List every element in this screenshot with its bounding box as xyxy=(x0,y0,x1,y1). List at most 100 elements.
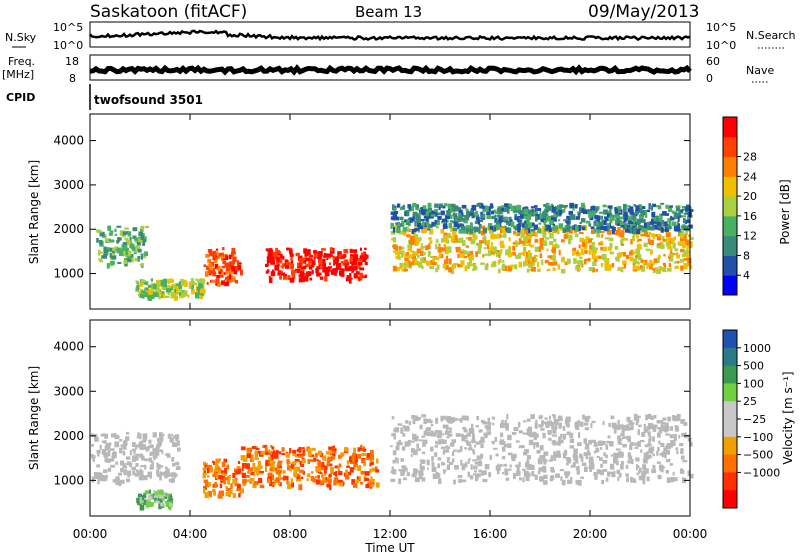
scatter-cell-0 xyxy=(173,478,176,483)
scatter-cell-4 xyxy=(489,454,492,460)
scatter-cell-4 xyxy=(604,268,608,271)
scatter-cell-4 xyxy=(657,257,660,263)
scatter-cell-5 xyxy=(532,222,535,227)
scatter-cell-0 xyxy=(122,235,126,238)
scatter-cell-5 xyxy=(623,203,627,210)
colorbar-tick-label: 100 xyxy=(743,377,764,390)
scatter-cell-3 xyxy=(340,261,344,264)
scatter-cell-0 xyxy=(108,232,113,236)
scatter-cell-4 xyxy=(435,243,438,250)
scatter-cell-4 xyxy=(509,247,512,254)
scatter-cell-4 xyxy=(618,232,622,237)
scatter-cell-5 xyxy=(635,205,640,212)
scatter-cell-3 xyxy=(327,478,332,484)
scatter-cell-5 xyxy=(566,215,572,221)
scatter-cell-4 xyxy=(620,268,624,273)
scatter-cell-3 xyxy=(318,272,322,276)
scatter-cell-3 xyxy=(350,256,353,262)
scatter-cell-5 xyxy=(448,210,451,216)
scatter-cell-4 xyxy=(441,439,447,444)
scatter-cell-4 xyxy=(449,417,455,423)
scatter-cell-4 xyxy=(560,418,563,421)
scatter-cell-3 xyxy=(249,454,254,461)
scatter-cell-4 xyxy=(600,463,604,468)
scatter-cell-3 xyxy=(343,260,346,264)
scatter-cell-4 xyxy=(622,260,627,265)
scatter-cell-3 xyxy=(264,444,268,449)
colorbar-swatch xyxy=(723,255,737,276)
scatter-cell-0 xyxy=(91,443,94,447)
scatter-cell-0 xyxy=(103,234,107,237)
scatter-cell-5 xyxy=(640,212,644,218)
scatter-cell-4 xyxy=(401,250,405,255)
scatter-cell-2 xyxy=(215,248,219,251)
scatter-cell-4 xyxy=(458,418,462,421)
scatter-cell-4 xyxy=(484,240,490,245)
scatter-cell-0 xyxy=(97,452,100,457)
scatter-cell-5 xyxy=(471,215,475,219)
scatter-cell-5 xyxy=(597,225,600,229)
freq-frame xyxy=(89,54,691,81)
scatter-cell-4 xyxy=(659,453,664,456)
scatter-cell-0 xyxy=(176,466,181,469)
scatter-cell-5 xyxy=(629,216,633,221)
scatter-cell-3 xyxy=(249,481,252,484)
scatter-cell-4 xyxy=(500,432,504,438)
scatter-cell-4 xyxy=(498,268,501,274)
scatter-cell-4 xyxy=(464,439,469,443)
scatter-cell-0 xyxy=(137,256,140,262)
scatter-cell-4 xyxy=(546,268,551,271)
scatter-cell-5 xyxy=(429,224,433,229)
scatter-cell-5 xyxy=(562,227,566,234)
scatter-cell-3 xyxy=(354,254,359,261)
scatter-cell-5 xyxy=(508,216,512,222)
scatter-cell-4 xyxy=(408,263,412,267)
scatter-cell-5 xyxy=(682,208,685,211)
scatter-cell-4 xyxy=(601,234,604,238)
scatter-cell-2 xyxy=(205,253,210,258)
scatter-cell-4 xyxy=(657,234,662,237)
scatter-cell-4 xyxy=(394,250,400,256)
scatter-cell-4 xyxy=(422,251,426,256)
xtick-label: 12:00 xyxy=(373,527,408,541)
scatter-cell-2 xyxy=(226,264,230,267)
scatter-cell-3 xyxy=(358,264,361,269)
scatter-cell-5 xyxy=(668,206,673,213)
scatter-cell-4 xyxy=(435,472,439,477)
scatter-cell-1 xyxy=(143,280,148,283)
scatter-cell-5 xyxy=(684,206,690,212)
scatter-cell-4 xyxy=(433,432,437,437)
scatter-cell-0 xyxy=(92,458,95,462)
scatter-cell-1 xyxy=(197,279,202,283)
scatter-cell-5 xyxy=(422,222,425,227)
scatter-cell-4 xyxy=(652,268,656,274)
scatter-cell-4 xyxy=(591,420,596,424)
scatter-cell-4 xyxy=(473,470,477,473)
scatter-cell-4 xyxy=(533,254,539,257)
scatter-cell-4 xyxy=(605,444,609,450)
scatter-cell-4 xyxy=(593,257,598,262)
scatter-cell-4 xyxy=(490,233,495,240)
scatter-cell-3 xyxy=(370,479,375,482)
colorbar-swatch xyxy=(723,490,737,509)
scatter-cell-2 xyxy=(240,269,243,276)
scatter-cell-4 xyxy=(486,431,492,435)
scatter-cell-4 xyxy=(439,439,442,443)
scatter-cell-4 xyxy=(411,241,415,245)
scatter-cell-4 xyxy=(637,254,642,261)
scatter-cell-3 xyxy=(325,253,330,258)
scatter-cell-5 xyxy=(667,224,672,229)
scatter-cell-0 xyxy=(140,235,144,240)
scatter-cell-2 xyxy=(207,249,213,252)
scatter-cell-4 xyxy=(628,455,633,461)
scatter-cell-3 xyxy=(338,454,342,459)
scatter-cell-0 xyxy=(101,255,105,259)
scatter-cell-1 xyxy=(164,496,168,499)
scatter-cell-4 xyxy=(594,249,597,253)
scatter-cell-0 xyxy=(107,467,112,472)
scatter-cell-1 xyxy=(148,489,151,494)
scatter-cell-4 xyxy=(405,252,409,256)
scatter-cell-4 xyxy=(574,233,579,237)
scatter-cell-5 xyxy=(591,205,596,211)
scatter-cell-2 xyxy=(221,271,225,275)
